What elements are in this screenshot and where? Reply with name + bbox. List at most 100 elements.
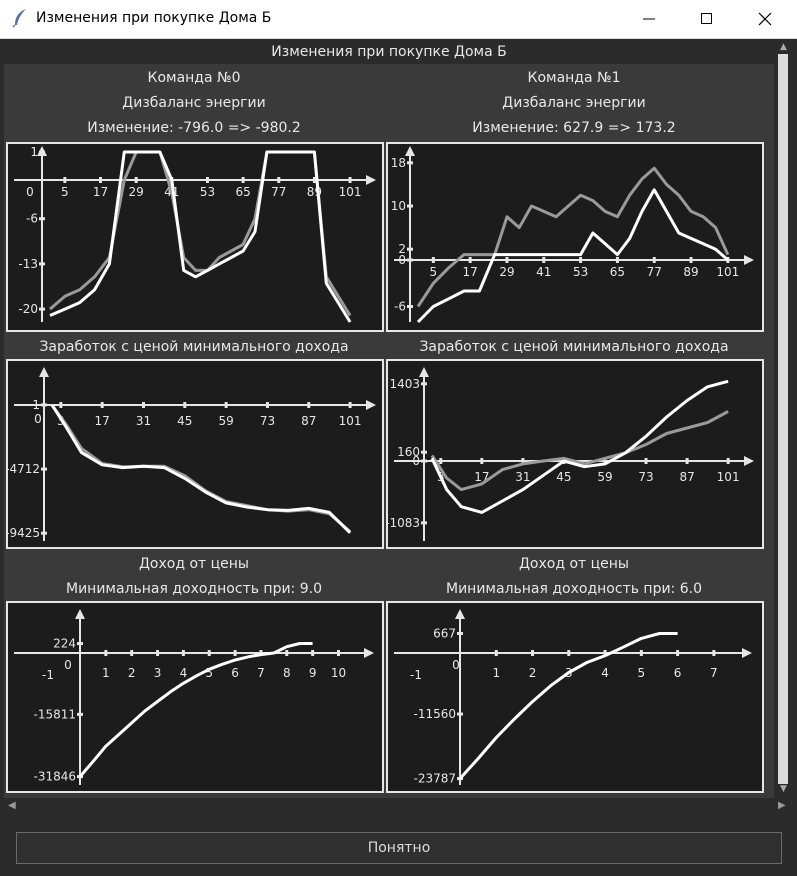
x-tick-label: 6 [231,666,239,680]
y-tick-label: -6 [26,212,38,226]
x-tick-label: 89 [683,265,698,279]
x-tick-label: 7 [257,666,265,680]
earnings-title-team-0: Заработок с ценой минимального дохода [39,339,349,355]
vertical-scroll-thumb[interactable] [778,54,788,784]
y-axis-arrow [419,367,429,377]
x-axis-arrow [366,175,376,185]
x-tick-label: 45 [177,414,192,428]
y-tick-label: -9425 [8,526,40,540]
x-tick-label: 3 [154,666,162,680]
x-tick-label: 65 [610,265,625,279]
min-yield-team-0: Минимальная доходность при: 9.0 [66,581,322,597]
y-axis-arrow [405,146,415,156]
team-0-metric: Дизбаланс энергии [122,95,266,111]
x-tick-label: 2 [128,666,136,680]
income-chart-team-1: 1 2 3 4 5 6 7 667 -11560 -23787 0 -1 [386,601,764,793]
scroll-left-icon[interactable]: ◀ [8,800,16,811]
x-tick-label: 77 [271,185,286,199]
series-white-line [430,379,729,514]
x-tick-label: 29 [499,265,514,279]
earnings-title-team-1: Заработок с ценой минимального дохода [419,339,729,355]
x-axis-arrow [744,456,754,466]
window-header: Изменения при покупке Дома Б [4,40,774,64]
x-tick-label: 17 [93,185,108,199]
earnings-chart-team-0: 3 17 31 45 59 73 87 101 1 -4712 -9425 0 [6,359,384,549]
minimize-button[interactable] [626,0,672,38]
scroll-down-icon[interactable]: ▼ [780,784,787,794]
x-tick-label: 1 [492,666,500,680]
vertical-scrollbar[interactable]: ▲ ▼ [776,40,794,798]
series-white-line [78,642,313,778]
series-white-line [416,188,729,324]
chart-svg: 5 17 29 41 53 65 77 89 101 18 10 20 -6 [391,146,754,324]
x-tick-label: 87 [301,414,316,428]
y-tick-label: 10 [391,199,406,213]
energy-chart-team-0: 5 17 29 41 53 65 77 89 101 1 -6 -13 -20 0 [6,142,384,332]
y-tick-label: 18 [391,156,406,170]
x-tick-label: 8 [283,666,291,680]
close-button[interactable] [742,0,788,38]
earnings-chart-team-1: 3 17 31 45 59 73 87 101 1403 160 0 -1083 [386,359,764,549]
x-tick-label: 5 [205,666,213,680]
maximize-button[interactable] [684,0,730,38]
ok-button[interactable]: Понятно [16,832,782,864]
x-tick-label: 31 [136,414,151,428]
bottom-bar: Понятно [0,818,797,876]
feather-icon [12,9,26,28]
y-tick-label: -13 [18,257,38,271]
x-tick-label: 17 [95,414,110,428]
team-1-name: Команда №1 [527,70,621,86]
y-tick-label: 1403 [389,377,420,391]
y-tick-label: -20 [18,302,38,316]
axis-origin-label: -1 [410,668,422,682]
x-tick-label: 65 [235,185,250,199]
x-axis-arrow [744,255,754,265]
x-tick-label: 101 [339,185,362,199]
x-tick-label: 101 [339,414,362,428]
axis-origin-label: 0 [64,658,72,672]
y-tick-label: 160 [397,445,420,459]
y-tick-label: -1083 [388,516,420,530]
y-tick-label: -11560 [413,707,456,721]
axis-origin-label: 0 [452,658,460,672]
x-tick-label: 87 [679,470,694,484]
x-tick-label: 5 [430,265,438,279]
y-axis-arrow [455,609,465,619]
x-tick-label: 73 [638,470,653,484]
x-tick-label: 7 [710,666,718,680]
x-tick-label: 5 [61,185,69,199]
x-tick-label: 1 [102,666,110,680]
y-tick-label: 667 [433,627,456,641]
x-tick-label: 2 [529,666,537,680]
maximize-icon [701,13,712,24]
x-axis-arrow [364,648,374,658]
y-tick-label: 1 [30,145,38,159]
x-tick-label: 59 [597,470,612,484]
window-titlebar: Изменения при покупке Дома Б [0,0,797,39]
y-tick-label: -23787 [413,772,456,786]
y-tick-label: -31846 [33,770,76,784]
team-0-change: Изменение: -796.0 => -980.2 [87,120,301,136]
scroll-up-icon[interactable]: ▲ [780,42,787,52]
series-white-line [49,150,352,323]
x-tick-label: 59 [218,414,233,428]
x-axis-arrow [366,400,376,410]
x-tick-label: 101 [716,265,739,279]
scroll-right-icon[interactable]: ▶ [778,800,786,811]
x-tick-label: 53 [573,265,588,279]
x-tick-label: 10 [331,666,346,680]
x-tick-label: 73 [260,414,275,428]
x-tick-label: 5 [638,666,646,680]
horizontal-scrollbar[interactable]: ◀ ▶ [4,798,794,814]
series-white-line [50,404,352,534]
min-yield-team-1: Минимальная доходность при: 6.0 [446,581,702,597]
income-chart-team-0: 1 2 3 4 5 6 7 8 9 10 224 -15811 -31846 0 -1 [6,601,384,793]
y-tick-label: 1 [32,398,40,412]
window-title: Изменения при покупке Дома Б [36,10,272,26]
income-title-team-0: Доход от цены [138,556,249,572]
axis-origin-label: 0 [34,412,42,426]
y-tick-label: -6 [394,300,406,314]
